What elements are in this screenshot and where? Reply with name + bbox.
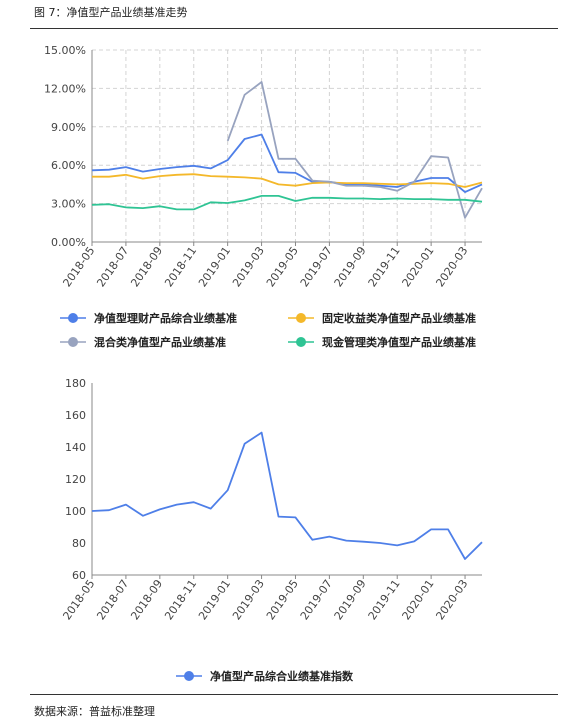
- x-tick-label: 2019-09: [332, 577, 369, 622]
- benchmark-rates-line-chart: 0.00%3.00%6.00%9.00%12.00%15.00%2018-052…: [44, 44, 483, 349]
- y-tick-label: 15.00%: [44, 44, 86, 57]
- legend-marker: [68, 337, 78, 347]
- bottom-rule: [30, 694, 558, 695]
- y-tick-label: 180: [65, 377, 86, 390]
- series-line: [226, 81, 483, 219]
- data-source-note: 数据来源：普益标准整理: [34, 705, 155, 718]
- x-tick-label: 2020-01: [400, 577, 437, 622]
- y-tick-label: 12.00%: [44, 82, 86, 95]
- y-tick-label: 80: [72, 537, 86, 550]
- y-tick-label: 6.00%: [51, 159, 86, 172]
- top-rule: [30, 28, 558, 29]
- series-line: [92, 173, 483, 188]
- legend-label: 现金管理类净值型产品业绩基准: [322, 335, 476, 349]
- y-tick-label: 140: [65, 441, 86, 454]
- legend-marker: [296, 337, 306, 347]
- legend-marker: [296, 313, 306, 323]
- x-tick-label: 2018-07: [94, 577, 131, 622]
- legend-label: 混合类净值型产品业绩基准: [94, 335, 226, 349]
- legend-item: 固定收益类净值型产品业绩基准: [288, 311, 476, 325]
- y-tick-label: 100: [65, 505, 86, 518]
- legend-item: 净值型理财产品综合业绩基准: [60, 311, 237, 325]
- x-tick-label: 2018-11: [162, 577, 199, 622]
- y-tick-label: 60: [72, 569, 86, 582]
- series-line: [91, 133, 483, 193]
- x-tick-label: 2019-03: [230, 577, 267, 622]
- x-tick-label: 2019-01: [196, 577, 233, 622]
- y-tick-label: 9.00%: [51, 121, 86, 134]
- legend-label: 固定收益类净值型产品业绩基准: [322, 311, 476, 325]
- y-tick-label: 120: [65, 473, 86, 486]
- y-tick-label: 3.00%: [51, 198, 86, 211]
- x-tick-label: 2020-03: [433, 577, 470, 622]
- x-tick-label: 2019-07: [298, 577, 335, 622]
- series-line: [91, 195, 483, 211]
- x-tick-label: 2019-05: [264, 577, 301, 622]
- figure-caption: 图 7：净值型产品业绩基准走势: [34, 6, 188, 19]
- legend-item: 混合类净值型产品业绩基准: [60, 335, 226, 349]
- x-tick-label: 2018-05: [60, 577, 97, 622]
- x-tick-label: 2019-11: [366, 577, 403, 622]
- legend-item: 现金管理类净值型产品业绩基准: [288, 335, 476, 349]
- legend-marker: [68, 313, 78, 323]
- series-line: [91, 431, 483, 560]
- legend-marker: [184, 671, 194, 681]
- y-tick-label: 0.00%: [51, 236, 86, 249]
- benchmark-index-line-chart: 60 80 100 120 140 160 180 2018-052018-072018-09…: [60, 377, 483, 683]
- x-tick-label: 2018-09: [128, 577, 165, 622]
- legend-item: 净值型产品综合业绩基准指数: [176, 669, 354, 683]
- legend-label: 净值型理财产品综合业绩基准: [94, 311, 237, 325]
- legend-label: 净值型产品综合业绩基准指数: [210, 669, 354, 683]
- y-tick-label: 160: [65, 409, 86, 422]
